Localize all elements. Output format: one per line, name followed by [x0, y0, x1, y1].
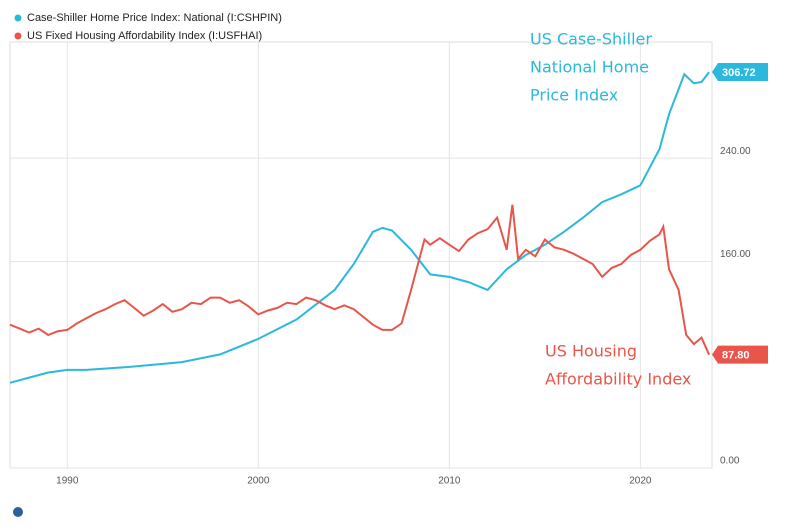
y-tick-label: 160.00 [720, 249, 751, 260]
value-label-box [712, 345, 768, 364]
legend-label: Case-Shiller Home Price Index: National … [27, 12, 282, 24]
x-tick-label: 2020 [629, 476, 652, 487]
annotation: Price Index [530, 86, 618, 105]
value-label: 306.72 [722, 67, 756, 79]
value-label-box [712, 63, 768, 82]
legend-marker [14, 14, 22, 22]
footer [13, 507, 23, 517]
x-tick-label: 2000 [247, 476, 270, 487]
brand-icon [13, 507, 23, 517]
plot-area [9, 41, 713, 469]
legend-marker [14, 32, 22, 40]
y-tick-label: 0.00 [720, 456, 740, 467]
x-tick-label: 1990 [56, 476, 79, 487]
legend-label: US Fixed Housing Affordability Index (I:… [27, 30, 262, 42]
series-line [9, 204, 711, 356]
y-tick-label: 240.00 [720, 146, 751, 157]
value-label: 87.80 [722, 350, 750, 362]
annotation: Affordability Index [545, 370, 691, 389]
annotation: National Home [530, 58, 649, 77]
annotation: US Housing [545, 342, 637, 361]
series-line [9, 71, 710, 384]
x-tick-label: 2010 [438, 476, 461, 487]
annotation: US Case-Shiller [530, 30, 652, 49]
